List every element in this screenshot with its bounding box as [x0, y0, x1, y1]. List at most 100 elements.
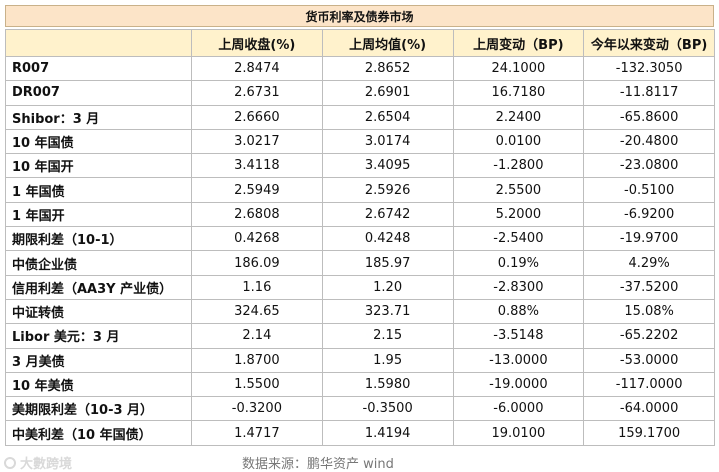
cell-weekly-change: -2.8300	[452, 274, 585, 300]
header-weekly-close: 上周收盘(%)	[191, 29, 323, 57]
table-title: 货币利率及债券市场	[5, 5, 714, 27]
cell-weekly-close: 2.6808	[191, 201, 323, 228]
cell-weekly-change: 16.7180	[452, 80, 585, 106]
cell-weekly-change: -2.5400	[452, 226, 585, 252]
cell-weekly-average: 1.4194	[321, 420, 454, 446]
cell-ytd-change: -132.3050	[583, 55, 715, 82]
cell-weekly-close: 1.4717	[191, 420, 323, 446]
table-row: 10 年国债 3.0217 3.0174 0.0100 -20.4800	[5, 128, 715, 155]
table-row: 美期限利差（10-3 月） -0.3200 -0.3500 -6.0000 -64.00…	[5, 396, 715, 422]
cell-weekly-average: -0.3500	[321, 396, 454, 422]
cell-weekly-average: 3.4095	[321, 153, 454, 179]
cell-weekly-close: 2.5949	[191, 177, 323, 203]
table-row: 信用利差（AA3Y 产业债） 1.16 1.20 -2.8300 -37.5200	[5, 274, 715, 300]
cell-weekly-close: 2.6731	[191, 80, 323, 106]
table-row: 10 年国开 3.4118 3.4095 -1.2800 -23.0800	[5, 153, 715, 179]
cell-weekly-close: 186.09	[191, 250, 323, 276]
row-label: 10 年国债	[5, 128, 192, 155]
row-label: Shibor：3 月	[5, 104, 192, 130]
cell-weekly-close: 324.65	[191, 298, 323, 325]
row-label: 10 年美债	[5, 371, 192, 398]
cell-ytd-change: -65.2202	[583, 323, 715, 349]
table-body: R007 2.8474 2.8652 24.1000 -132.3050 DR007 2.6…	[5, 55, 715, 446]
table-row: 期限利差（10-1） 0.4268 0.4248 -2.5400 -19.9700	[5, 226, 715, 252]
row-label: 3 月美债	[5, 347, 192, 373]
cell-ytd-change: 4.29%	[583, 250, 715, 276]
data-source-note: 数据来源：鹏华资产 wind	[242, 457, 394, 472]
row-label: R007	[5, 55, 192, 82]
cell-ytd-change: -20.4800	[583, 128, 715, 155]
cell-weekly-change: 24.1000	[452, 55, 585, 82]
cell-ytd-change: 15.08%	[583, 298, 715, 325]
cell-weekly-close: 1.5500	[191, 371, 323, 398]
cell-weekly-change: -1.2800	[452, 153, 585, 179]
cell-ytd-change: 159.1700	[583, 420, 715, 446]
cell-weekly-change: 5.2000	[452, 201, 585, 228]
header-weekly-change: 上周变动（BP)	[452, 29, 585, 57]
cell-ytd-change: -23.0800	[583, 153, 715, 179]
cell-weekly-average: 2.15	[321, 323, 454, 349]
cell-weekly-change: -6.0000	[452, 396, 585, 422]
cell-weekly-change: 2.5500	[452, 177, 585, 203]
watermark-text: 大數跨境	[20, 457, 73, 472]
table-row: 中债企业债 186.09 185.97 0.19% 4.29%	[5, 250, 715, 276]
row-label: DR007	[5, 80, 192, 106]
cell-ytd-change: -64.0000	[583, 396, 715, 422]
table-row: 10 年美债 1.5500 1.5980 -19.0000 -117.0000	[5, 371, 715, 398]
row-label: 中证转债	[5, 298, 192, 325]
footer: 大數跨境 数据来源：鹏华资产 wind	[0, 451, 719, 472]
cell-weekly-change: 19.0100	[452, 420, 585, 446]
cell-ytd-change: -65.8600	[583, 104, 715, 130]
cell-weekly-close: -0.3200	[191, 396, 323, 422]
cell-weekly-change: -13.0000	[452, 347, 585, 373]
cell-weekly-average: 2.6504	[321, 104, 454, 130]
row-label: 美期限利差（10-3 月）	[5, 396, 192, 422]
watermark-logo-icon	[4, 456, 16, 469]
cell-weekly-close: 2.6660	[191, 104, 323, 130]
table-row: R007 2.8474 2.8652 24.1000 -132.3050	[5, 55, 715, 82]
cell-ytd-change: -53.0000	[583, 347, 715, 373]
cell-weekly-average: 323.71	[321, 298, 454, 325]
cell-weekly-average: 1.20	[321, 274, 454, 300]
cell-weekly-close: 3.0217	[191, 128, 323, 155]
cell-weekly-average: 2.5926	[321, 177, 454, 203]
table-row: Libor 美元：3 月 2.14 2.15 -3.5148 -65.2202	[5, 323, 715, 349]
row-label: 1 年国开	[5, 201, 192, 228]
cell-ytd-change: -6.9200	[583, 201, 715, 228]
watermark: 大數跨境	[4, 453, 72, 472]
cell-weekly-close: 1.8700	[191, 347, 323, 373]
header-corner	[5, 29, 192, 57]
cell-ytd-change: -19.9700	[583, 226, 715, 252]
table-row: Shibor：3 月 2.6660 2.6504 2.2400 -65.8600	[5, 104, 715, 130]
cell-weekly-change: 2.2400	[452, 104, 585, 130]
cell-weekly-change: -19.0000	[452, 371, 585, 398]
cell-weekly-average: 1.5980	[321, 371, 454, 398]
rates-table: 上周收盘(%) 上周均值(%) 上周变动（BP) 今年以来变动（BP) R007…	[5, 29, 715, 446]
cell-weekly-close: 2.14	[191, 323, 323, 349]
cell-weekly-close: 0.4268	[191, 226, 323, 252]
cell-weekly-average: 3.0174	[321, 128, 454, 155]
cell-weekly-average: 2.6901	[321, 80, 454, 106]
table-row: DR007 2.6731 2.6901 16.7180 -11.8117	[5, 80, 715, 106]
cell-weekly-change: 0.88%	[452, 298, 585, 325]
table-header-row: 上周收盘(%) 上周均值(%) 上周变动（BP) 今年以来变动（BP)	[5, 29, 715, 57]
cell-weekly-change: -3.5148	[452, 323, 585, 349]
row-label: 1 年国债	[5, 177, 192, 203]
table-row: 1 年国开 2.6808 2.6742 5.2000 -6.9200	[5, 201, 715, 228]
cell-ytd-change: -117.0000	[583, 371, 715, 398]
cell-weekly-average: 185.97	[321, 250, 454, 276]
cell-ytd-change: -0.5100	[583, 177, 715, 203]
row-label: 10 年国开	[5, 153, 192, 179]
cell-weekly-change: 0.0100	[452, 128, 585, 155]
table-row: 1 年国债 2.5949 2.5926 2.5500 -0.5100	[5, 177, 715, 203]
cell-weekly-average: 0.4248	[321, 226, 454, 252]
row-label: 中债企业债	[5, 250, 192, 276]
row-label: Libor 美元：3 月	[5, 323, 192, 349]
cell-weekly-change: 0.19%	[452, 250, 585, 276]
row-label: 中美利差（10 年国债）	[5, 420, 192, 446]
cell-weekly-average: 1.95	[321, 347, 454, 373]
cell-ytd-change: -11.8117	[583, 80, 715, 106]
cell-weekly-close: 1.16	[191, 274, 323, 300]
cell-weekly-close: 3.4118	[191, 153, 323, 179]
table-row: 中证转债 324.65 323.71 0.88% 15.08%	[5, 298, 715, 325]
